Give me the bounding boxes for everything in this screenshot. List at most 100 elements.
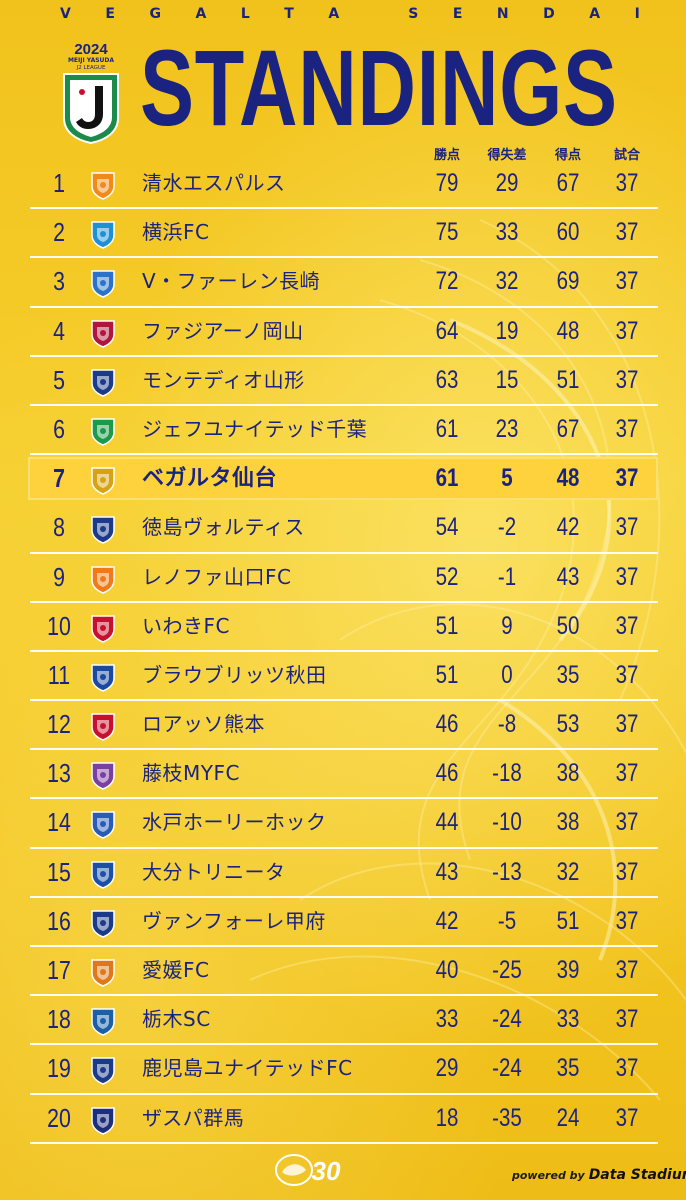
rank-cell: 17: [47, 955, 71, 985]
goal-diff-cell: -35: [492, 1103, 522, 1132]
matches-cell: 37: [615, 759, 639, 788]
table-row: 7 ベガルタ仙台 61 5 48 37: [0, 455, 686, 504]
rank-cell: 6: [53, 413, 65, 444]
goal-diff-cell: -1: [497, 562, 517, 591]
goal-diff-cell: -24: [492, 1054, 522, 1083]
goal-diff-cell: 9: [501, 611, 513, 640]
team-name: ファジアーノ岡山: [142, 318, 304, 343]
rank-cell: 5: [53, 364, 65, 395]
matches-cell: 37: [615, 1005, 639, 1034]
team-name: V・ファーレン長崎: [142, 269, 321, 294]
table-row: 20 ザスパ群馬 18 -35 24 37: [0, 1095, 686, 1144]
goal-diff-cell: 33: [495, 218, 519, 247]
col-header-points: 勝点: [433, 148, 460, 163]
club-letter: A: [195, 6, 207, 22]
points-cell: 79: [435, 169, 459, 197]
table-row: 8 徳島ヴォルティス 54 -2 42 37: [0, 504, 686, 554]
matches-cell: 37: [615, 906, 639, 935]
goals-for-cell: 67: [556, 414, 580, 443]
points-cell: 75: [435, 218, 459, 247]
team-name: 清水エスパルス: [142, 171, 286, 195]
points-cell: 63: [435, 365, 459, 394]
goal-diff-cell: -2: [497, 513, 517, 542]
goal-diff-cell: -8: [497, 710, 517, 739]
team-crest-icon: [88, 711, 118, 741]
row-divider: [30, 551, 658, 554]
goal-diff-cell: -25: [492, 956, 522, 984]
goal-diff-cell: 23: [495, 414, 519, 443]
row-divider: [30, 305, 658, 308]
club-letter: N: [496, 6, 509, 22]
team-crest-icon: [88, 760, 118, 791]
goals-for-cell: 42: [556, 513, 580, 542]
goals-for-cell: 33: [556, 1005, 580, 1034]
row-divider: [30, 846, 658, 849]
table-row: 5 モンテディオ山形 63 15 51 37: [0, 357, 686, 406]
col-header-matches: 試合: [613, 148, 640, 163]
table-row: 10 いわきFC 51 9 50 37: [0, 603, 686, 652]
team-name: ロアッソ熊本: [142, 712, 265, 737]
row-divider: [30, 699, 658, 702]
points-cell: 18: [435, 1103, 459, 1132]
team-crest-icon: [88, 564, 118, 594]
club-letter: E: [105, 6, 115, 22]
team-name: ベガルタ仙台: [142, 466, 278, 492]
team-crest-icon: [88, 1105, 118, 1135]
table-row: 16 ヴァンフォーレ甲府 42 -5 51 37: [0, 898, 686, 947]
team-name: 水戸ホーリーホック: [142, 810, 327, 835]
team-name: 徳島ヴォルティス: [142, 515, 305, 540]
points-cell: 46: [435, 759, 459, 788]
goals-for-cell: 69: [556, 267, 580, 296]
team-name: 大分トリニータ: [142, 859, 286, 884]
club-letter: E: [452, 6, 463, 22]
team-crest-icon: [88, 514, 118, 545]
table-row: 11 ブラウブリッツ秋田 51 0 35 37: [0, 652, 686, 702]
table-row: 2 横浜FC 75 33 60 37: [0, 209, 686, 259]
goal-diff-cell: -24: [492, 1005, 522, 1034]
table-row: 19 鹿児島ユナイテッドFC 29 -24 35 37: [0, 1045, 686, 1095]
rank-cell: 20: [47, 1102, 71, 1133]
page-title: STANDINGS: [140, 27, 618, 148]
row-divider: [30, 649, 658, 652]
team-crest-icon: [88, 465, 118, 495]
powered-by-label: powered by: [512, 1168, 585, 1182]
matches-cell: 37: [615, 414, 639, 443]
points-cell: 72: [435, 267, 459, 296]
team-name: 栃木SC: [142, 1007, 211, 1032]
goals-for-cell: 43: [556, 562, 580, 591]
club-letter: T: [284, 6, 294, 22]
club-letter: S: [408, 6, 419, 22]
row-divider: [30, 1043, 658, 1046]
rank-cell: 8: [53, 512, 65, 543]
goal-diff-cell: -18: [492, 759, 522, 788]
col-header-goals-for: 得点: [554, 148, 581, 163]
team-name: ヴァンフォーレ甲府: [142, 908, 326, 933]
row-divider: [30, 1141, 658, 1144]
club-letter: D: [543, 6, 555, 22]
row-divider: [30, 994, 658, 997]
highlight-band: [28, 457, 658, 501]
points-cell: 54: [435, 513, 459, 542]
points-cell: 51: [435, 611, 459, 640]
goal-diff-cell: -5: [497, 906, 517, 935]
team-name: 横浜FC: [142, 220, 210, 245]
row-divider: [30, 748, 658, 751]
club-letter: I: [634, 6, 640, 22]
goal-diff-cell: -10: [492, 808, 522, 837]
matches-cell: 37: [615, 660, 639, 689]
rank-cell: 16: [47, 905, 71, 936]
goals-for-cell: 24: [556, 1103, 580, 1132]
matches-cell: 37: [615, 365, 639, 394]
row-divider: [30, 895, 658, 898]
team-crest-icon: [88, 1006, 118, 1036]
row-divider: [30, 207, 658, 210]
club-letter: A: [589, 6, 601, 22]
goals-for-cell: 48: [556, 464, 580, 493]
matches-cell: 37: [615, 1054, 639, 1083]
rank-cell: 15: [47, 856, 71, 887]
table-row: 14 水戸ホーリーホック 44 -10 38 37: [0, 799, 686, 849]
row-divider: [30, 1092, 658, 1095]
team-crest-icon: [88, 170, 118, 200]
rank-cell: 1: [53, 168, 65, 198]
svg-text:MEIJI YASUDA: MEIJI YASUDA: [68, 57, 114, 64]
